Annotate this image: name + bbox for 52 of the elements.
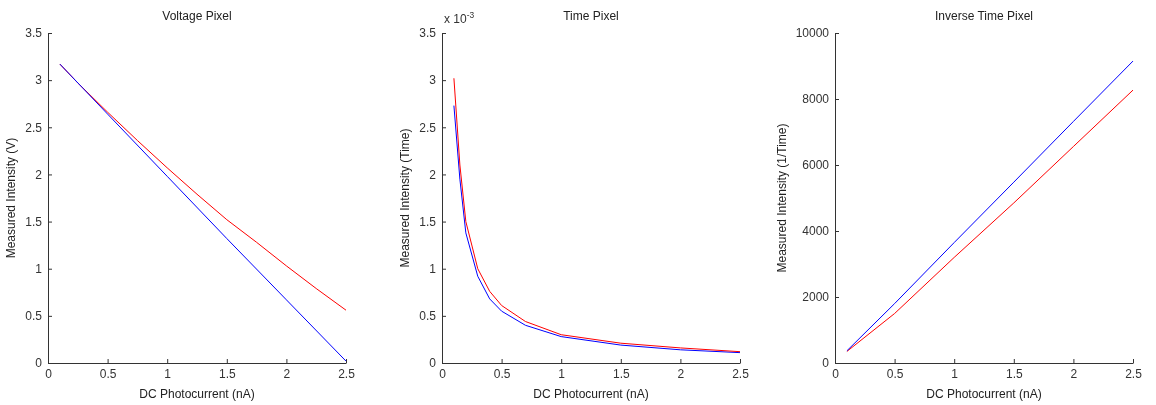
y-axis-title: Measured Intensity (V) [4,137,19,259]
chart-title: Voltage Pixel [162,9,232,23]
x-tick-label: 2.5 [338,366,356,381]
y-tick-label: 1 [429,262,437,277]
x-tick-label: 1.5 [1005,366,1023,381]
x-tick-label: 1.5 [218,366,236,381]
x-tick-label: 2 [677,366,685,381]
y-tick-label: 0 [822,356,830,371]
x-tick-label: 1 [558,366,566,381]
y-tick-label: 3 [429,73,437,88]
x-tick-label: 0 [45,366,53,381]
x-axis-title: DC Photocurrent (nA) [533,387,649,401]
y-tick-label: 2000 [802,290,830,305]
x-axis-title: DC Photocurrent (nA) [139,387,255,401]
x-tick-label: 2.5 [1125,366,1143,381]
y-tick-label: 1.5 [25,214,43,229]
x-tick-label: 2 [1070,366,1078,381]
x-tick-label: 0.5 [99,366,117,381]
y-tick-label: 8000 [802,92,830,107]
chart-title: Inverse Time Pixel [934,9,1034,23]
line-series [59,63,347,362]
y-tick-label: 3 [35,73,43,88]
y-tick-label: 2.5 [419,120,437,135]
x-tick-label: 0 [832,366,840,381]
y-tick-label: 0 [35,356,43,371]
y-tick-label: 2 [429,167,437,182]
x-tick-label: 2.5 [732,366,750,381]
x-tick-label: 0 [439,366,447,381]
y-axis-title: Measured Intensity (Time) [398,128,413,268]
y-tick-label: 3.5 [25,26,43,41]
y-tick-label: 2.5 [25,120,43,135]
y-tick-label: 0 [429,356,437,371]
x-axis-title: DC Photocurrent (nA) [926,387,1042,401]
y-tick-label: 0.5 [419,309,437,324]
x-tick-label: 1.5 [612,366,630,381]
y-tick-label: 6000 [802,158,830,173]
line-series [59,63,347,311]
y-axis-title: Measured Intensity (1/Time) [774,123,789,273]
x-tick-label: 2 [283,366,291,381]
x-tick-label: 1 [951,366,959,381]
y-tick-label: 4000 [802,224,830,239]
x-tick-label: 0.5 [493,366,511,381]
y-tick-label: 1 [35,262,43,277]
y-tick-label: 2 [35,167,43,182]
text: x 10$^{-3}$ [444,10,475,26]
y-tick-label: 10000 [795,26,830,41]
y-tick-label: 0.5 [25,309,43,324]
chart-title: Time Pixel [563,9,619,23]
y-tick-label: 1.5 [419,214,437,229]
x-tick-label: 0.5 [886,366,904,381]
x-tick-label: 1 [164,366,172,381]
y-tick-label: 3.5 [419,26,437,41]
